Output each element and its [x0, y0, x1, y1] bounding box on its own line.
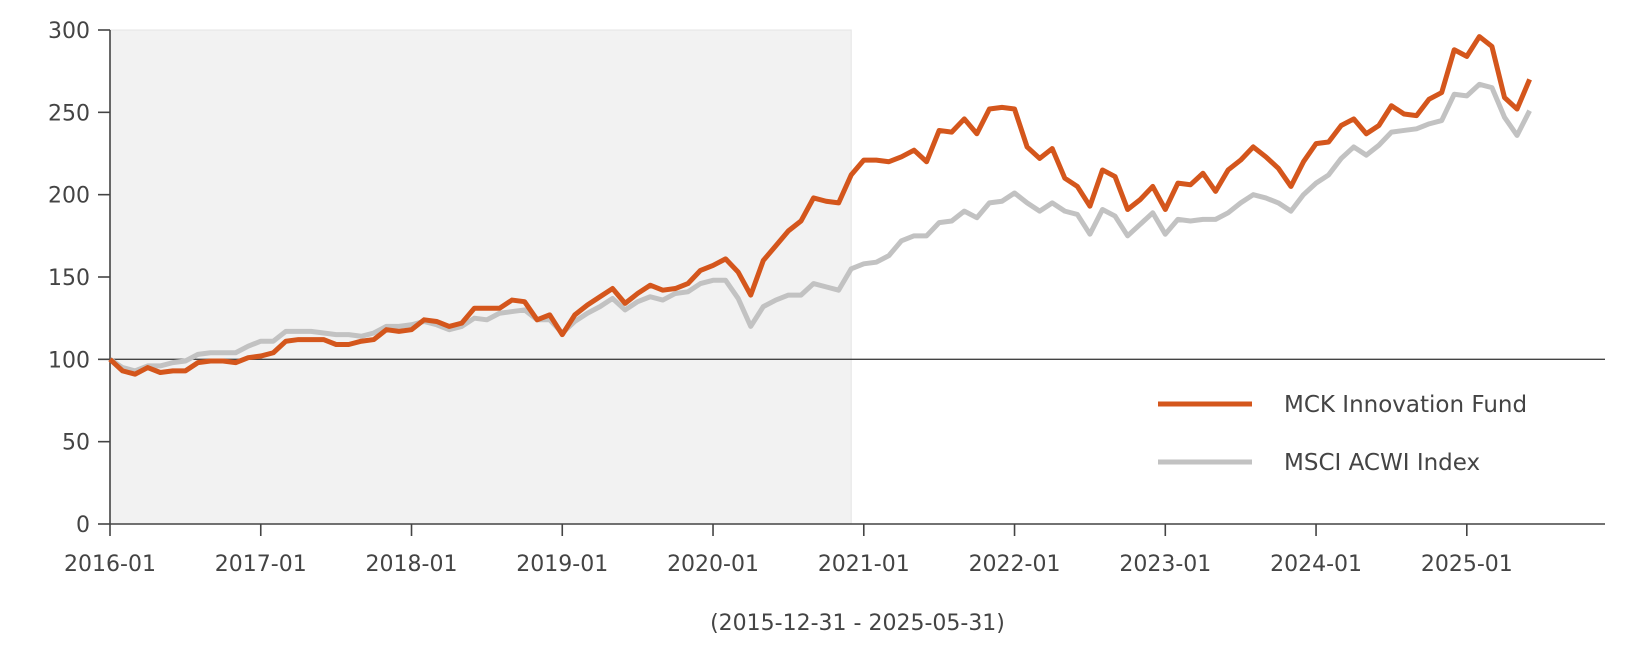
x-axis-label: (2015-12-31 - 2025-05-31): [710, 611, 1005, 636]
shaded-period: [109, 29, 852, 525]
y-tick-label: 0: [76, 513, 90, 538]
axes: 0 50 100 150 200 250 300 2016-01 2017-01 2018-01 2…: [48, 19, 1605, 577]
x-tick-label: 2017-01: [215, 552, 307, 577]
legend: MCK Innovation Fund MSCI ACWI Index: [1158, 392, 1527, 476]
legend-label-msci-acwi-index: MSCI ACWI Index: [1284, 450, 1480, 476]
y-tick-label: 300: [48, 19, 90, 44]
y-tick-label: 50: [62, 431, 90, 456]
y-tick-label: 250: [48, 101, 90, 126]
legend-label-mck-innovation-fund: MCK Innovation Fund: [1284, 392, 1527, 418]
x-tick-label: 2019-01: [516, 552, 608, 577]
series-lines: [108, 34, 1532, 377]
y-tick-label: 200: [48, 184, 90, 209]
x-tick-label: 2018-01: [366, 552, 458, 577]
x-tick-label: 2023-01: [1119, 552, 1211, 577]
x-tick-label: 2022-01: [969, 552, 1061, 577]
x-tick-label: 2020-01: [667, 552, 759, 577]
x-tick-label: 2024-01: [1270, 552, 1362, 577]
x-tick-label: 2025-01: [1421, 552, 1513, 577]
x-tick-label: 2021-01: [818, 552, 910, 577]
y-tick-label: 150: [48, 266, 90, 291]
series-line-msci-acwi-index: [108, 81, 1532, 374]
series-line-mck-innovation-fund: [108, 34, 1532, 377]
x-tick-label: 2016-01: [64, 552, 156, 577]
y-tick-label: 100: [48, 348, 90, 373]
